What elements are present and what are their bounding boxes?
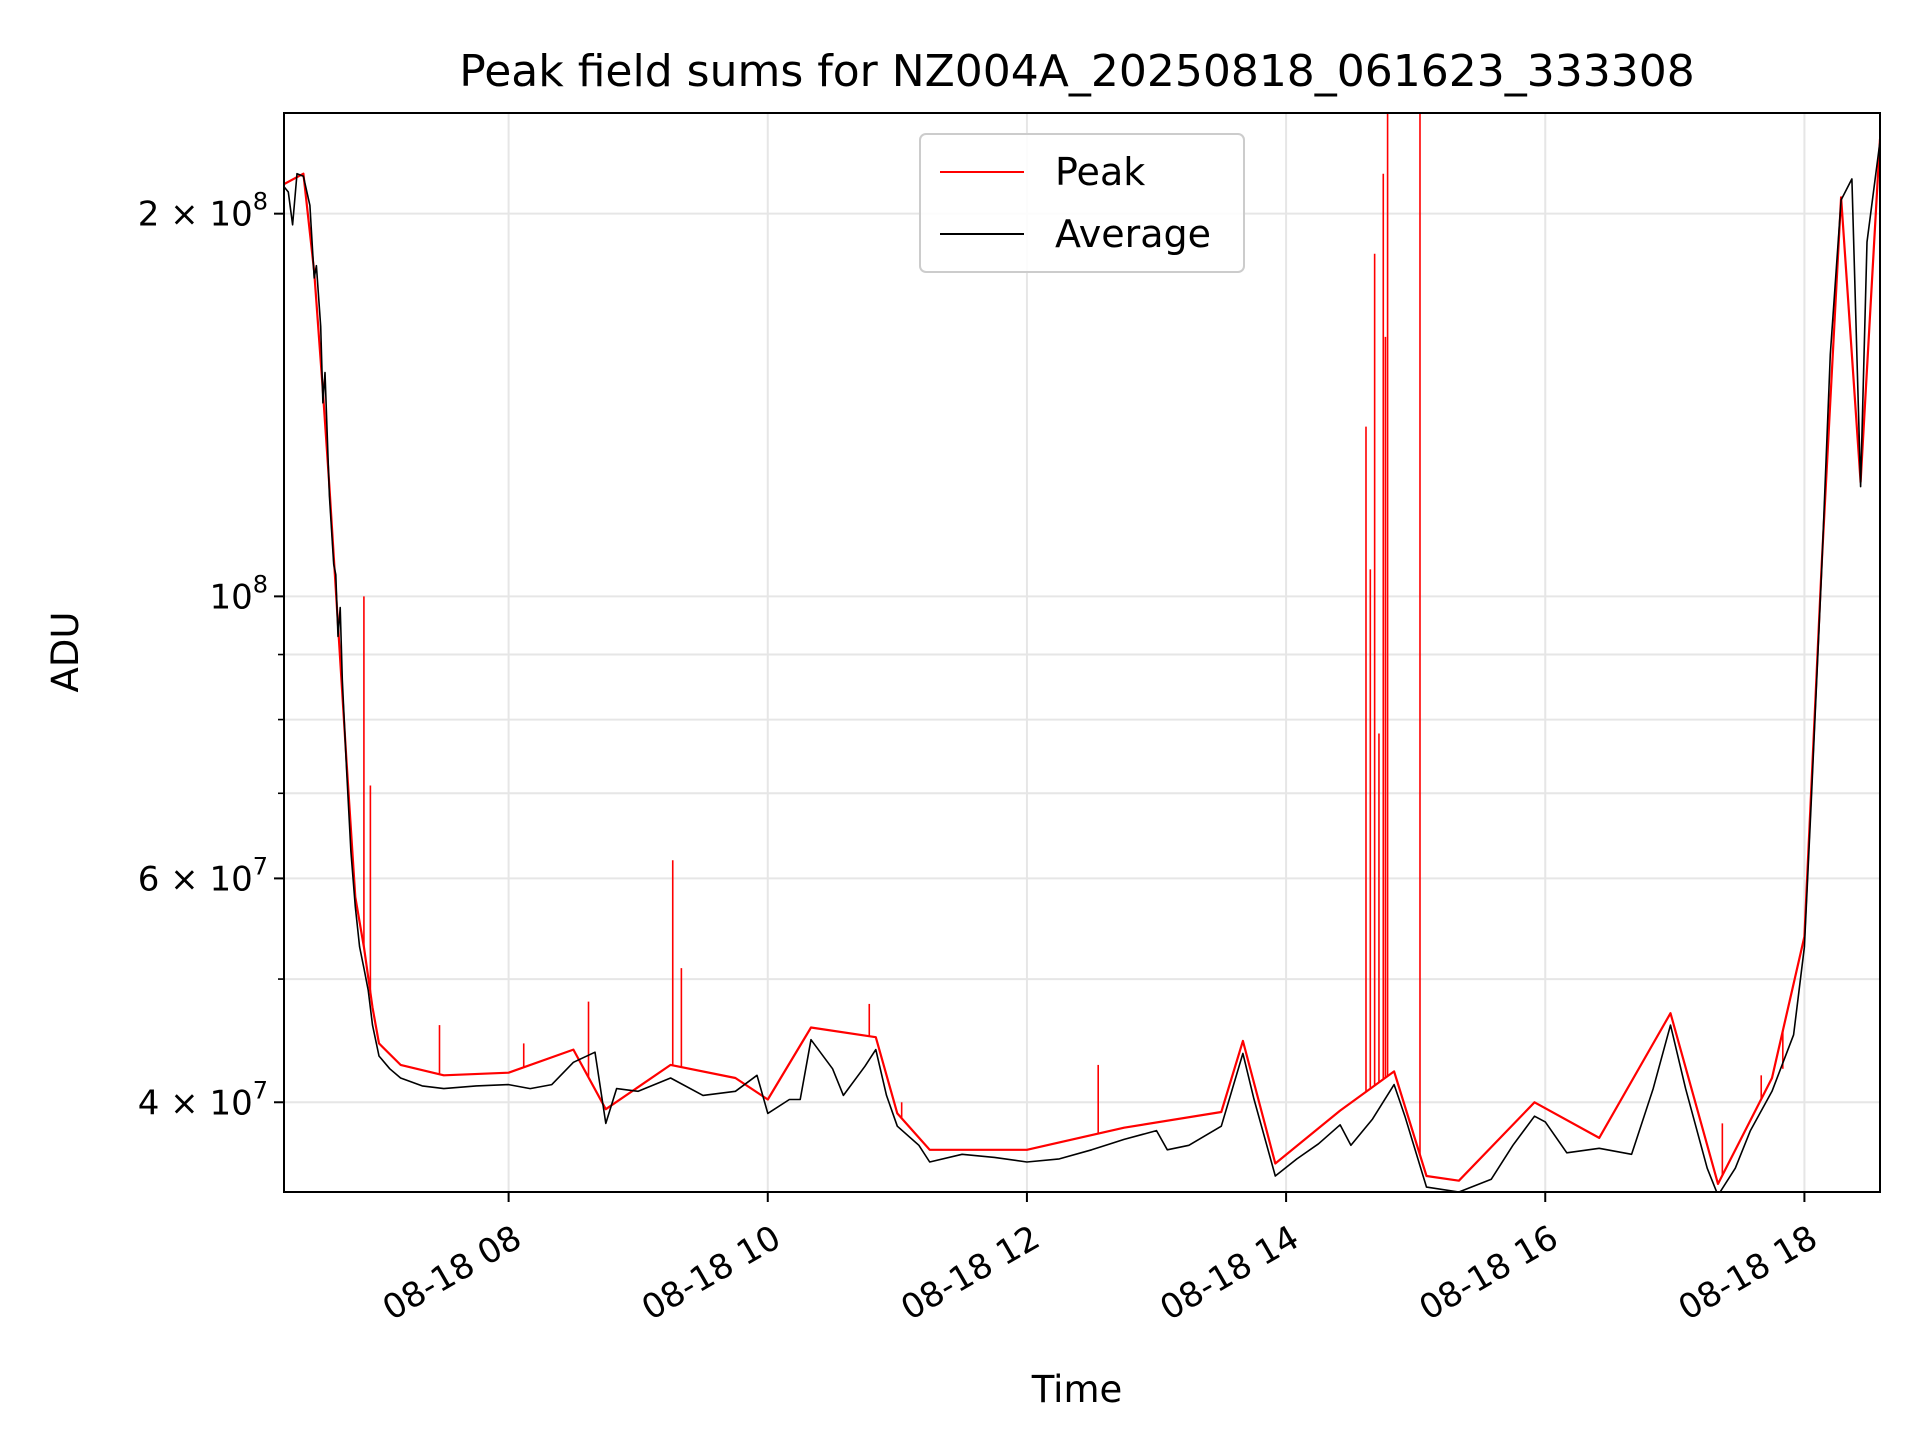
legend: Peak Average: [919, 133, 1245, 273]
x-axis-label: Time: [1031, 1368, 1123, 1411]
series-line-average: [284, 141, 1880, 1192]
y-axis-label: ADU: [44, 612, 87, 693]
legend-box: [919, 133, 1245, 273]
series-average: [284, 141, 1880, 1192]
legend-label-peak: Peak: [1055, 150, 1145, 194]
legend-label-average: Average: [1055, 212, 1211, 256]
y-tick-label: 108: [209, 570, 268, 617]
y-tick-label: 4 × 107: [138, 1076, 268, 1123]
chart-title: Peak field sums for NZ004A_20250818_0616…: [459, 46, 1694, 97]
series-line-peak: [284, 138, 1880, 1185]
y-tick-label: 2 × 108: [138, 188, 268, 235]
plot-frame: [283, 112, 1881, 1193]
y-tick-label: 6 × 107: [138, 852, 268, 899]
plot-area: [284, 113, 1880, 1192]
